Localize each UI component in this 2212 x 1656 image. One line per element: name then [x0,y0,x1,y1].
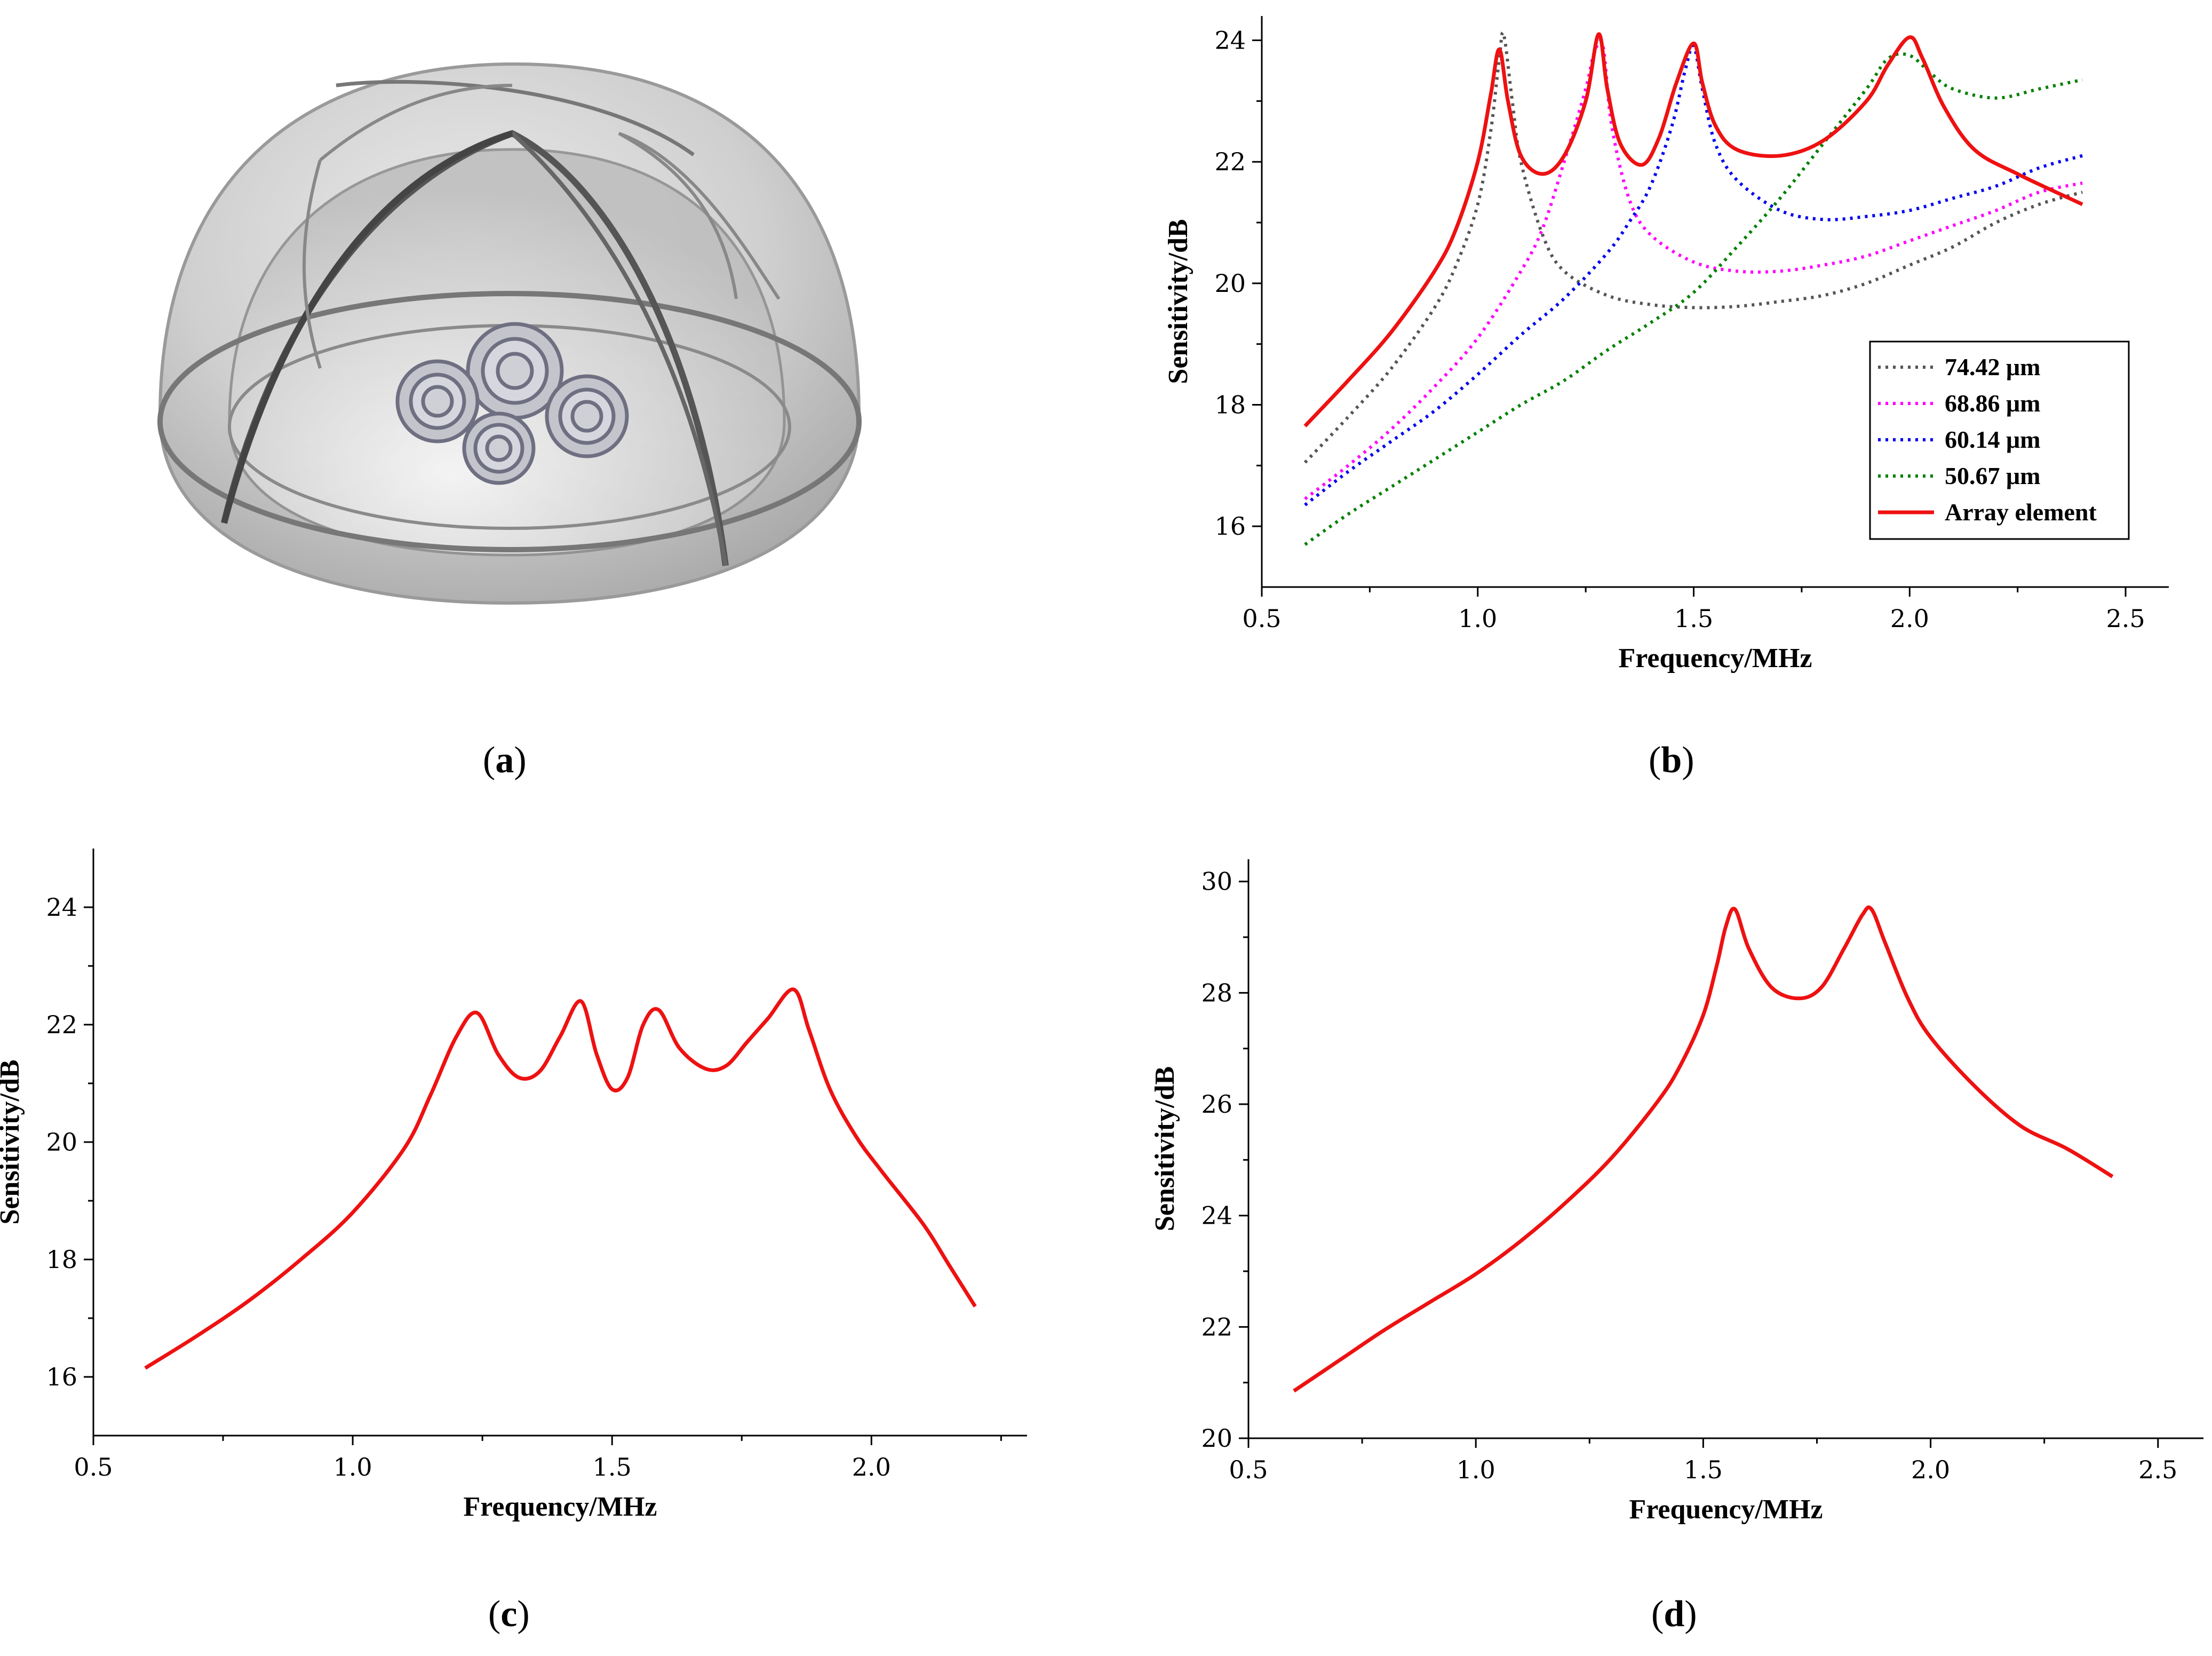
y-tick-label: 28 [1201,978,1232,1007]
x-tick-label: 1.5 [1684,1455,1723,1484]
legend-box [1869,340,2130,540]
caption-a: (a) [483,740,527,781]
panel-d: 0.5 1.0 1.5 2.0 2.5 20 22 24 26 28 30 Frequency/MHz… [1147,817,2212,1656]
y-tick-label: 18 [1214,391,1246,419]
x-tick-label: 1.0 [333,1453,372,1481]
panel-b: 0.5 1.0 1.5 2.0 2.5 16 18 20 22 24 Frequency/MHz Se… [1147,0,2212,801]
x-tick-label: 1.0 [1457,1455,1495,1484]
series-line-5 [1303,32,2083,427]
y-tick-label: 22 [1201,1312,1232,1341]
x-tick-label: 1.5 [1674,604,1713,633]
y-axis-title: Sensitivity/dB [1150,1066,1180,1231]
x-tick-label: 0.5 [1229,1455,1268,1484]
y-tick-label: 18 [46,1245,77,1274]
y-tick-label: 20 [1214,269,1246,298]
legend-label: Array element [1945,498,2097,526]
series-line-1 [144,987,977,1370]
x-tick-label: 2.0 [852,1453,891,1481]
y-tick-label: 22 [46,1010,77,1039]
x-tick-label: 2.5 [2138,1455,2177,1484]
legend-label: 50.67 μm [1945,462,2040,489]
y-axis-title: Sensitivity/dB [1163,219,1193,384]
caption-c: (c) [488,1594,530,1635]
x-tick-label: 2.0 [1890,604,1929,633]
caption-d: (d) [1651,1594,1697,1635]
x-tick-label: 2.5 [2106,604,2145,633]
series-line-1 [1293,905,2114,1393]
panel-a: (a) [0,0,1067,801]
x-tick-label: 1.5 [593,1453,632,1481]
y-tick-label: 16 [46,1362,77,1391]
chart-c: 0.5 1.0 1.5 2.0 16 18 20 22 24 Frequency/MHz Sensi… [0,849,1027,1522]
y-tick-label: 24 [1214,26,1246,55]
chart-d: 0.5 1.0 1.5 2.0 2.5 20 22 24 26 28 30 Frequency/MHz… [1150,859,2203,1525]
x-tick-label: 0.5 [74,1453,113,1481]
x-axis-title: Frequency/MHz [1629,1494,1823,1525]
y-tick-label: 16 [1214,512,1246,541]
x-axis-title: Frequency/MHz [1619,643,1812,674]
chart-b: 0.5 1.0 1.5 2.0 2.5 16 18 20 22 24 Frequency/MHz Se… [1163,16,2169,674]
hemisphere-array-icon [157,62,862,605]
panel-c: 0.5 1.0 1.5 2.0 16 18 20 22 24 Frequency/MHz Sensi… [0,817,1099,1656]
legend-label: 60.14 μm [1945,426,2040,453]
y-tick-label: 20 [1201,1424,1232,1453]
legend-label: 74.42 μm [1945,353,2040,381]
y-tick-label: 20 [46,1128,77,1156]
y-tick-label: 22 [1214,147,1246,176]
x-tick-label: 0.5 [1242,604,1281,633]
y-axis-title: Sensitivity/dB [0,1059,25,1224]
y-tick-label: 30 [1201,867,1232,896]
caption-b: (b) [1649,740,1694,781]
x-tick-label: 2.0 [1911,1455,1950,1484]
series-line-3 [1304,44,2083,506]
x-axis-title: Frequency/MHz [464,1492,657,1522]
series-line-1 [1303,31,2083,464]
y-tick-label: 26 [1201,1090,1232,1119]
y-tick-label: 24 [46,893,77,922]
y-tick-label: 24 [1201,1201,1232,1230]
legend-label: 68.86 μm [1945,390,2040,417]
x-tick-label: 1.0 [1458,604,1497,633]
